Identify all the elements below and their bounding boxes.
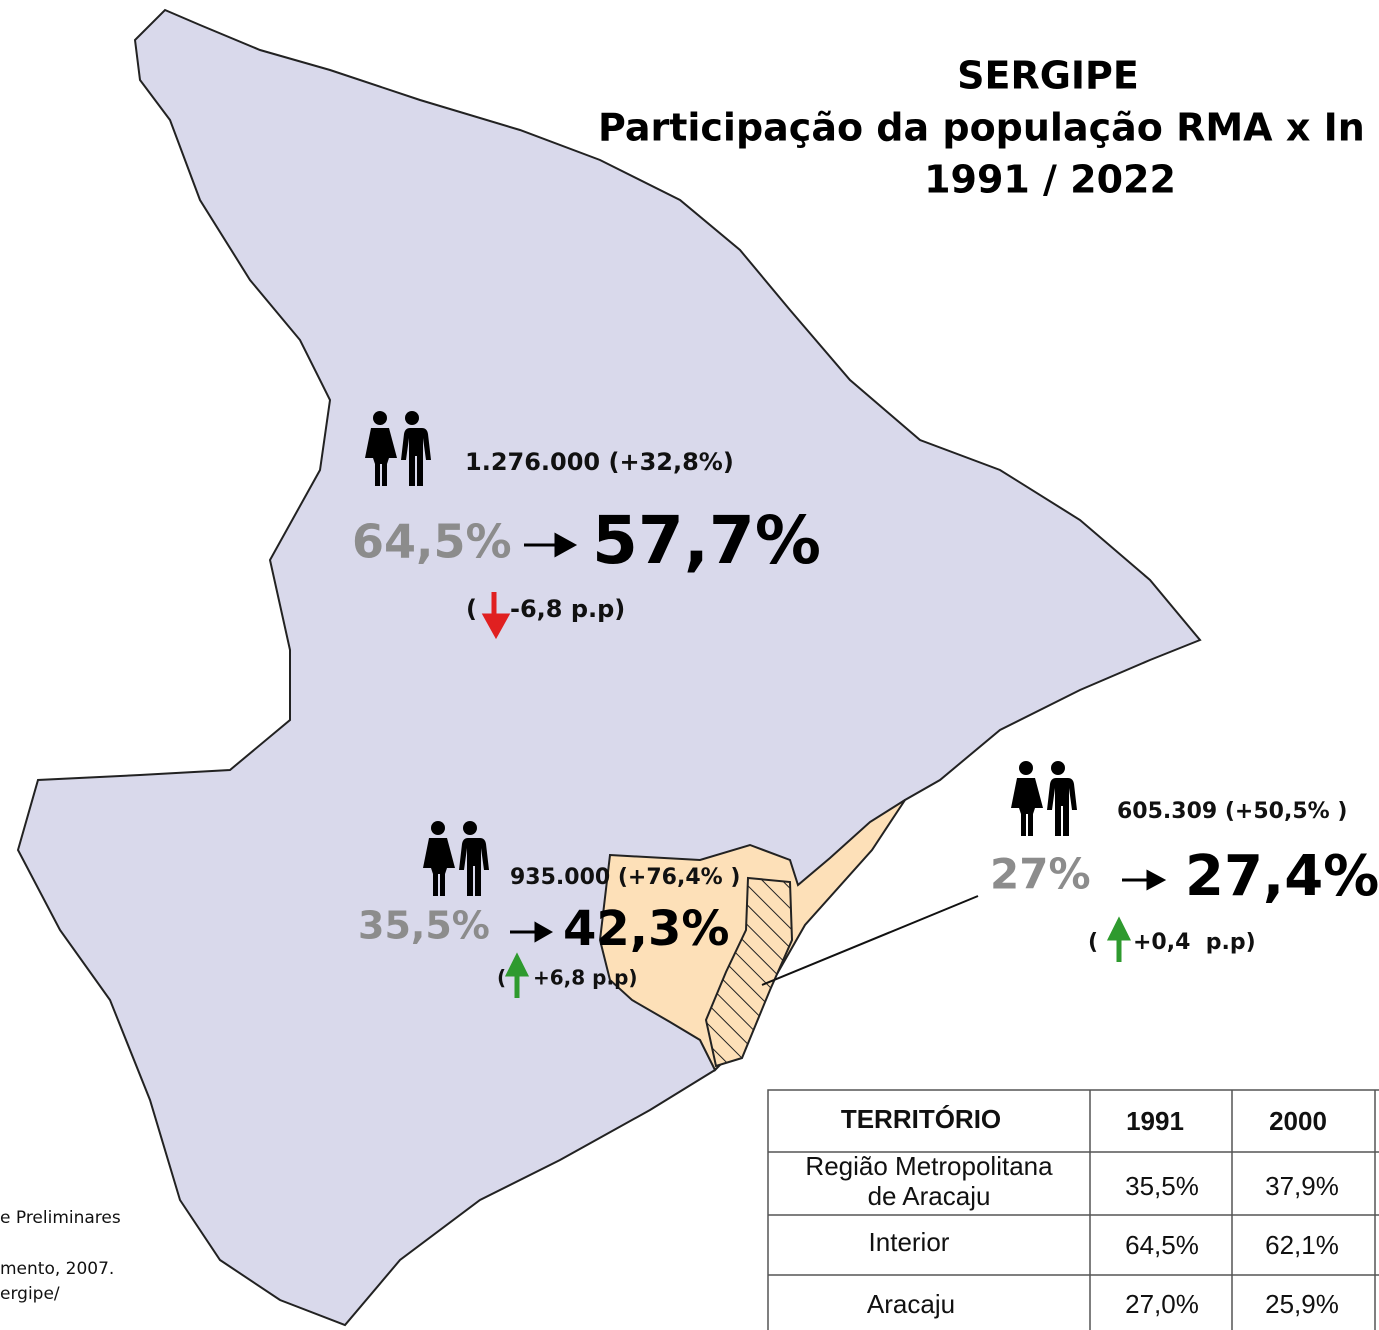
arrow <box>1122 869 1167 891</box>
table-cell: 37,9% <box>1265 1171 1339 1201</box>
title-line: 1991 / 2022 <box>924 158 1176 202</box>
change-open: ( <box>466 595 477 623</box>
change: +6,8 p.p) <box>533 966 638 990</box>
share-2022: 27,4% <box>1185 844 1379 909</box>
table-cell: 25,9% <box>1265 1289 1339 1319</box>
table-cell: 62,1% <box>1265 1230 1339 1260</box>
state-map <box>16 8 1202 1327</box>
down-arrow <box>481 592 511 640</box>
table-cell: 27,0% <box>1125 1289 1199 1319</box>
table-cell: Região Metropolitana <box>805 1151 1053 1181</box>
population: 1.276.000 (+32,8%) <box>465 448 734 476</box>
up-arrow <box>1106 916 1132 962</box>
up-arrow <box>504 952 530 998</box>
source-line: e Preliminares <box>0 1208 121 1228</box>
change: -6,8 p.p) <box>510 595 625 623</box>
leader-line <box>761 895 979 986</box>
table-cell: Interior <box>869 1227 950 1257</box>
title-line: SERGIPE <box>957 54 1139 98</box>
source-line: mento, 2007. <box>0 1259 114 1279</box>
share-2022: 42,3% <box>563 901 730 957</box>
population: 605.309 (+50,5% ) <box>1117 799 1347 824</box>
change-open: ( <box>1088 930 1098 955</box>
share-1991: 64,5% <box>352 515 512 569</box>
arrow <box>510 921 554 943</box>
population: 935.000 (+76,4% ) <box>510 865 740 890</box>
title-line: Participação da população RMA x In <box>598 106 1365 150</box>
table-header: 1991 <box>1126 1106 1184 1136</box>
table-cell: 64,5% <box>1125 1230 1199 1260</box>
share-1991: 35,5% <box>358 904 490 948</box>
table <box>767 1089 1379 1330</box>
table-header: 2000 <box>1269 1106 1327 1136</box>
share-2022: 57,7% <box>592 502 821 579</box>
arrow <box>524 532 578 558</box>
change-open: ( <box>497 966 506 990</box>
table-header: TERRITÓRIO <box>841 1104 1001 1134</box>
source-line: ergipe/ <box>0 1284 60 1304</box>
aracaju-region <box>704 876 794 1068</box>
table-cell: Aracaju <box>867 1289 955 1319</box>
change: +0,4 p.p) <box>1133 930 1256 955</box>
people-icon <box>1011 761 1077 836</box>
share-1991: 27% <box>990 850 1091 899</box>
table-cell: 35,5% <box>1125 1171 1199 1201</box>
table-cell: de Aracaju <box>868 1181 991 1211</box>
